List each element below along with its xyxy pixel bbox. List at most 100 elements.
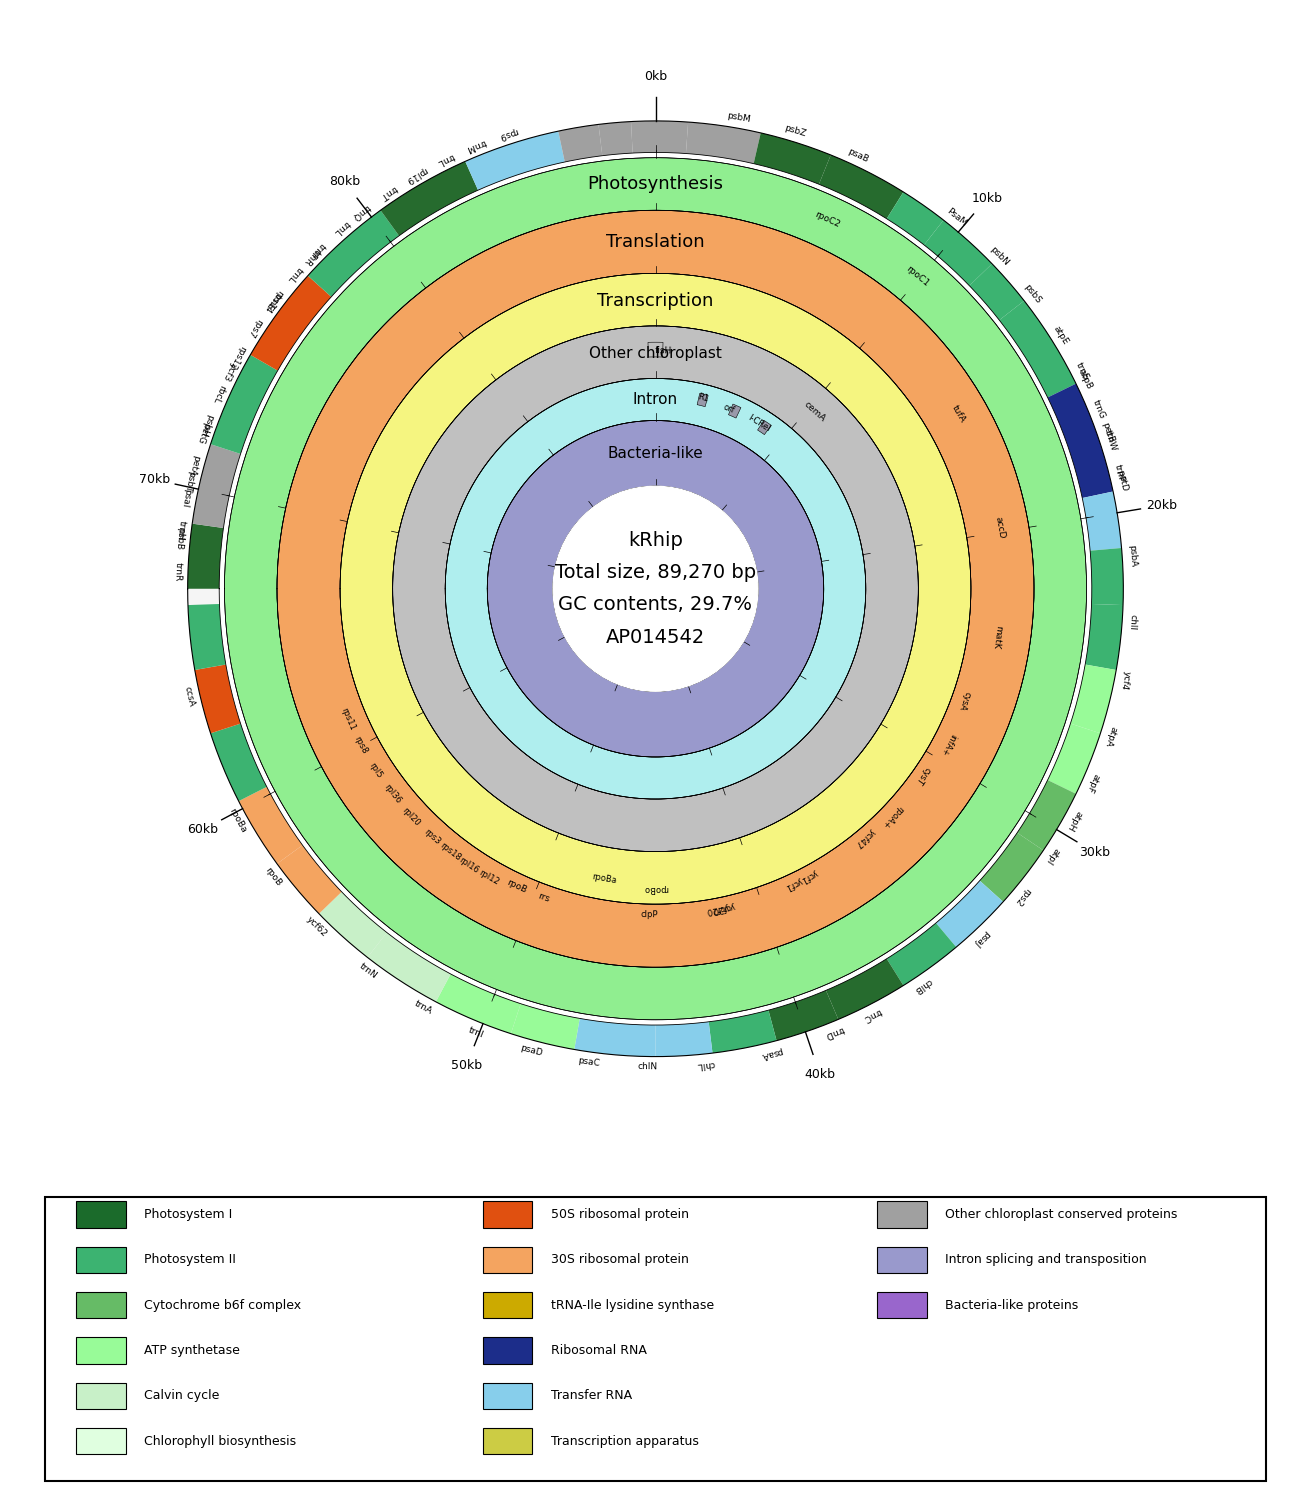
Text: fisH: fisH — [656, 346, 673, 355]
Text: trnP: trnP — [1113, 464, 1126, 483]
Text: I-CReI: I-CReI — [746, 414, 771, 434]
Text: Transcription apparatus: Transcription apparatus — [551, 1434, 699, 1448]
Wedge shape — [936, 880, 1003, 946]
Wedge shape — [308, 210, 399, 297]
Bar — [76, 1338, 126, 1364]
Bar — [482, 1292, 532, 1318]
Bar — [877, 1202, 927, 1227]
Text: 80kb: 80kb — [329, 176, 361, 188]
Text: Intron: Intron — [633, 392, 678, 406]
FancyBboxPatch shape — [46, 1197, 1265, 1480]
Text: trnE: trnE — [265, 291, 283, 310]
Bar — [76, 1202, 126, 1227]
Text: rps3: rps3 — [422, 827, 442, 846]
Text: 30S ribosomal protein: 30S ribosomal protein — [551, 1254, 688, 1266]
Bar — [877, 1292, 927, 1318]
Text: ycf47: ycf47 — [853, 828, 877, 849]
Wedge shape — [754, 134, 831, 184]
Text: rpoBa: rpoBa — [591, 871, 617, 885]
Wedge shape — [768, 990, 838, 1041]
Wedge shape — [340, 273, 971, 904]
Wedge shape — [193, 444, 240, 528]
Text: petG: petG — [195, 422, 211, 446]
Text: rps14: rps14 — [262, 288, 284, 314]
Text: ccsA: ccsA — [182, 686, 197, 708]
Text: psbB: psbB — [174, 526, 185, 550]
Text: trnS: trnS — [1074, 362, 1089, 382]
Wedge shape — [319, 892, 387, 957]
Text: psaA: psaA — [759, 1046, 783, 1060]
Wedge shape — [826, 958, 903, 1020]
Text: ycf1: ycf1 — [798, 868, 818, 885]
Text: trnH: trnH — [176, 520, 186, 542]
Text: trnW: trnW — [1103, 429, 1118, 453]
Wedge shape — [886, 922, 956, 986]
Wedge shape — [697, 393, 708, 406]
Text: psbS: psbS — [1023, 284, 1042, 306]
Text: cysT: cysT — [914, 765, 932, 786]
Wedge shape — [277, 210, 1034, 968]
Text: cysA: cysA — [957, 690, 971, 712]
Text: rpoB: rpoB — [264, 865, 283, 888]
Text: rpoBa: rpoBa — [227, 807, 248, 834]
Wedge shape — [924, 220, 992, 285]
Text: atpI: atpI — [1044, 846, 1061, 865]
Text: psbT: psbT — [182, 470, 197, 492]
Wedge shape — [729, 404, 741, 418]
Wedge shape — [187, 604, 225, 670]
Wedge shape — [1086, 604, 1124, 670]
Wedge shape — [367, 933, 451, 1002]
Text: atpH: atpH — [1065, 808, 1083, 832]
Wedge shape — [250, 276, 332, 370]
Wedge shape — [758, 420, 771, 435]
Text: rpl20: rpl20 — [401, 806, 422, 828]
Wedge shape — [380, 162, 479, 236]
Text: atpB: atpB — [1076, 368, 1095, 390]
Text: 20kb: 20kb — [1146, 500, 1177, 512]
Text: ycf20: ycf20 — [711, 900, 735, 915]
Wedge shape — [1047, 723, 1100, 794]
Text: rpoC1: rpoC1 — [905, 264, 931, 290]
Text: ycf1: ycf1 — [783, 876, 804, 892]
Wedge shape — [886, 192, 944, 244]
Text: trnL: trnL — [332, 219, 351, 237]
Text: chlL: chlL — [696, 1059, 714, 1070]
Text: matK: matK — [990, 624, 1003, 650]
Text: R1: R1 — [696, 392, 709, 404]
Bar — [76, 1292, 126, 1318]
Text: rps18: rps18 — [438, 842, 463, 862]
Wedge shape — [979, 833, 1044, 902]
Text: psbM: psbM — [726, 111, 751, 125]
Text: rbcL: rbcL — [211, 384, 227, 405]
Wedge shape — [1091, 548, 1124, 604]
Text: tRNA-Ile lysidine synthase: tRNA-Ile lysidine synthase — [551, 1299, 714, 1311]
Text: chlI: chlI — [1127, 614, 1138, 630]
Text: 40kb: 40kb — [804, 1068, 835, 1080]
Text: 50kb: 50kb — [451, 1059, 482, 1071]
Text: rpl5: rpl5 — [367, 760, 384, 780]
Text: rpl36: rpl36 — [382, 783, 402, 806]
Text: atpE: atpE — [1051, 324, 1070, 346]
Text: atpA: atpA — [1103, 724, 1118, 748]
Text: petA: petA — [186, 453, 201, 477]
Text: petB: petB — [1100, 422, 1116, 444]
Bar — [76, 1383, 126, 1408]
Text: psaD: psaD — [519, 1044, 544, 1058]
Bar — [482, 1246, 532, 1274]
Text: trnL: trnL — [286, 266, 304, 285]
Wedge shape — [1017, 780, 1076, 850]
Wedge shape — [558, 124, 602, 162]
Wedge shape — [511, 1004, 579, 1050]
Text: Translation: Translation — [606, 232, 705, 250]
Wedge shape — [465, 130, 565, 190]
Wedge shape — [224, 158, 1087, 1020]
Text: psbA: psbA — [1127, 544, 1138, 567]
Text: rpoB: rpoB — [505, 878, 528, 896]
Bar — [482, 1338, 532, 1364]
Text: Transcription: Transcription — [598, 291, 713, 309]
Wedge shape — [1047, 384, 1113, 498]
Wedge shape — [187, 122, 1124, 1056]
Text: Calvin cycle: Calvin cycle — [144, 1389, 219, 1402]
Text: ycf4: ycf4 — [1118, 669, 1131, 690]
Wedge shape — [446, 378, 865, 800]
